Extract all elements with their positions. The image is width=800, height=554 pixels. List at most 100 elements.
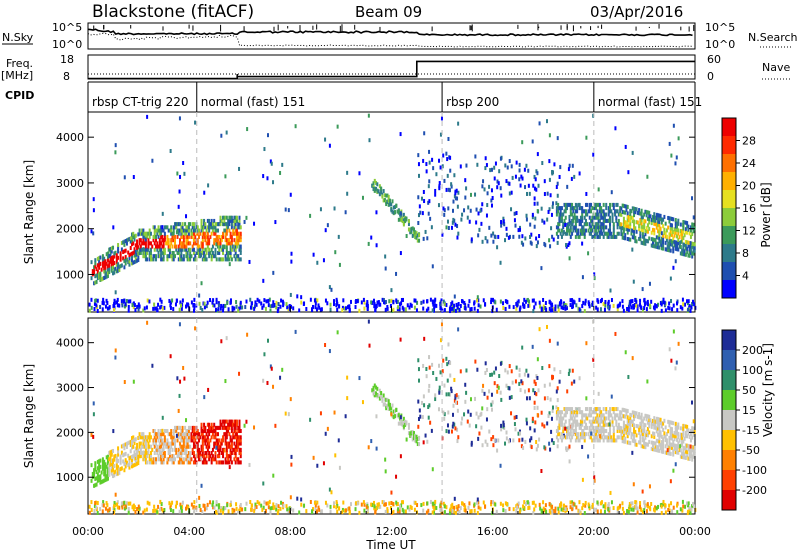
velocity-cell xyxy=(163,429,166,434)
velocity-cell xyxy=(676,444,679,449)
velocity-cell xyxy=(238,438,241,443)
power-cell xyxy=(560,305,563,310)
velocity-cell xyxy=(215,438,218,443)
velocity-cell xyxy=(638,415,641,420)
velocity-cell xyxy=(456,439,459,444)
velocity-cell xyxy=(593,429,596,434)
velocity-cell xyxy=(639,504,642,509)
velocity-cell xyxy=(122,453,125,458)
power-cell xyxy=(543,192,546,197)
velocity-cell xyxy=(161,447,164,452)
power-cell xyxy=(110,246,113,251)
velocity-cell xyxy=(96,478,99,483)
velocity-cell xyxy=(417,367,420,372)
velocity-cell xyxy=(510,395,513,400)
power-cell xyxy=(417,221,420,226)
velocity-cell xyxy=(475,424,478,429)
power-cell xyxy=(572,206,575,211)
velocity-cell xyxy=(629,416,632,421)
velocity-cell xyxy=(105,474,108,479)
power-cell xyxy=(269,304,272,309)
power-cell xyxy=(160,257,163,262)
power-cell xyxy=(194,234,197,239)
velocity-cell xyxy=(612,407,615,412)
velocity-cell xyxy=(591,425,594,430)
velocity-cell xyxy=(684,455,687,460)
power-cell xyxy=(266,133,269,138)
velocity-cell xyxy=(659,430,662,435)
velocity-cell xyxy=(533,405,536,410)
power-cell xyxy=(113,270,116,275)
velocity-cell xyxy=(633,505,636,510)
power-cell xyxy=(456,204,459,209)
power-cell xyxy=(391,209,394,214)
velocity-cell xyxy=(533,391,536,396)
velocity-cell xyxy=(129,439,132,444)
power-cell xyxy=(605,206,608,211)
power-cell xyxy=(691,244,694,249)
power-cell xyxy=(382,189,385,194)
power-cell xyxy=(683,233,686,238)
velocity-cell xyxy=(597,425,600,430)
power-cell xyxy=(101,276,104,281)
power-cell xyxy=(591,218,594,223)
velocity-cell xyxy=(431,510,434,515)
velocity-cell xyxy=(115,465,118,470)
power-cell xyxy=(200,250,203,255)
power-cell xyxy=(612,222,615,227)
power-cell xyxy=(447,206,450,211)
velocity-cell xyxy=(593,435,596,440)
velocity-cell xyxy=(546,396,549,401)
velocity-cell xyxy=(98,462,101,467)
velocity-cell xyxy=(557,429,560,434)
velocity-cell xyxy=(410,433,413,438)
power-cell xyxy=(555,209,558,214)
power-cell xyxy=(166,257,169,262)
power-cell xyxy=(595,305,598,310)
power-cell xyxy=(114,250,117,255)
power-cell xyxy=(658,213,661,218)
velocity-cell xyxy=(488,429,491,434)
velocity-cell xyxy=(218,425,221,430)
power-cell xyxy=(692,245,695,250)
velocity-cell xyxy=(375,385,378,390)
velocity-cell xyxy=(653,441,656,446)
velocity-cell xyxy=(224,457,227,462)
power-cell xyxy=(627,170,630,175)
velocity-cell xyxy=(607,410,610,415)
velocity-cell xyxy=(455,400,458,405)
velocity-cell xyxy=(513,415,516,420)
velocity-cell xyxy=(523,372,526,377)
velocity-cell xyxy=(646,442,649,447)
velocity-cell xyxy=(528,396,531,401)
power-cell xyxy=(562,212,565,217)
power-cell xyxy=(106,267,109,272)
velocity-cell xyxy=(152,460,155,465)
power-cell xyxy=(670,223,673,228)
power-cell xyxy=(565,305,568,310)
power-cell xyxy=(627,214,630,219)
power-cell xyxy=(426,299,429,304)
power-cell xyxy=(146,234,149,239)
power-cell xyxy=(132,305,135,310)
power-cell xyxy=(490,203,493,208)
power-cell xyxy=(532,298,535,303)
power-cell xyxy=(595,228,598,233)
velocity-cell xyxy=(576,413,579,418)
power-cell xyxy=(476,295,479,300)
velocity-cell xyxy=(574,432,577,437)
velocity-cell xyxy=(633,423,636,428)
power-cell xyxy=(624,204,627,209)
velocity-cell xyxy=(654,425,657,430)
power-cell xyxy=(439,305,442,310)
power-cell xyxy=(659,213,662,218)
power-cell xyxy=(582,209,585,214)
velocity-cell xyxy=(371,503,374,508)
power-cell xyxy=(658,216,661,221)
velocity-cell xyxy=(583,419,586,424)
velocity-cell xyxy=(606,438,609,443)
velocity-cell xyxy=(646,427,649,432)
velocity-cell xyxy=(550,416,553,421)
power-cell xyxy=(149,250,152,255)
velocity-cell xyxy=(654,419,657,424)
